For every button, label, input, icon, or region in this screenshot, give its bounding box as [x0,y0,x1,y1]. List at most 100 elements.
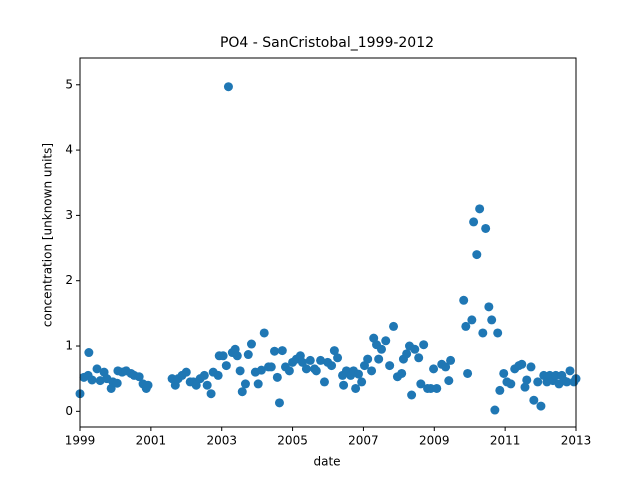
point [459,295,469,305]
point [374,354,384,364]
point [385,361,395,371]
y-tick-label: 4 [65,143,73,157]
point [218,351,228,361]
point [319,377,329,387]
chart-title: PO4 - SanCristobal_1999-2012 [220,35,434,51]
point [199,370,209,380]
x-tick-label: 2013 [561,434,592,448]
point [522,375,532,385]
point [134,372,144,382]
point [232,351,242,361]
point [562,377,572,387]
point [87,375,97,385]
point [475,204,485,214]
point [478,328,488,338]
y-tick-label: 0 [65,404,73,418]
point [223,82,233,92]
point [305,355,315,365]
point [484,302,494,312]
y-tick-label: 5 [65,77,73,91]
x-tick-label: 2005 [277,434,308,448]
point [266,362,276,372]
y-tick-label: 2 [65,273,73,287]
point [206,389,216,399]
point [381,336,391,346]
point [565,366,575,376]
point [240,379,250,389]
point [235,366,245,376]
y-tick-label: 1 [65,339,73,353]
point [191,380,201,390]
point [246,339,256,349]
point [441,362,451,372]
point [517,359,527,369]
point [351,383,361,393]
point [301,364,311,374]
point [429,364,439,374]
point [237,387,247,397]
point [416,379,426,389]
point [143,380,153,390]
x-tick-label: 2007 [348,434,379,448]
point [472,250,482,260]
point [270,346,280,356]
point [410,344,420,354]
point [213,370,223,380]
point [506,379,516,389]
point [329,346,339,356]
point [432,383,442,393]
point [221,361,231,371]
point [284,366,294,376]
point [363,354,373,364]
point [463,368,473,378]
point [481,223,491,233]
point [389,321,399,331]
point [407,390,417,400]
x-tick-label: 1999 [65,434,96,448]
point [461,321,471,331]
point [533,377,543,387]
point [490,405,500,415]
point [297,357,307,367]
point [520,382,530,392]
x-axis-label: date [313,455,340,469]
point [277,346,287,356]
point [274,398,284,408]
x-tick-label: 2009 [419,434,450,448]
point [272,372,282,382]
point [493,328,503,338]
point [253,379,263,389]
y-tick-label: 3 [65,208,73,222]
point [256,365,266,375]
point [536,401,546,411]
point [92,364,102,374]
point [499,368,509,378]
y-axis-label: concentration [unknown units] [41,143,55,327]
point [419,340,429,350]
point [487,315,497,325]
point [495,385,505,395]
point [414,353,424,363]
point [446,355,456,365]
x-tick-label: 2011 [490,434,521,448]
point [529,395,539,405]
point [353,369,363,379]
point [444,376,454,386]
point [259,328,269,338]
point [202,380,212,390]
point [311,366,321,376]
point [376,344,386,354]
plot-frame [79,57,577,428]
point [467,315,477,325]
point [357,377,367,387]
point [243,350,253,360]
point [367,366,377,376]
point [181,367,191,377]
point [402,349,412,359]
point [333,353,343,363]
point [469,217,479,227]
point [339,380,349,390]
point [84,348,94,358]
x-tick-label: 2003 [206,434,237,448]
